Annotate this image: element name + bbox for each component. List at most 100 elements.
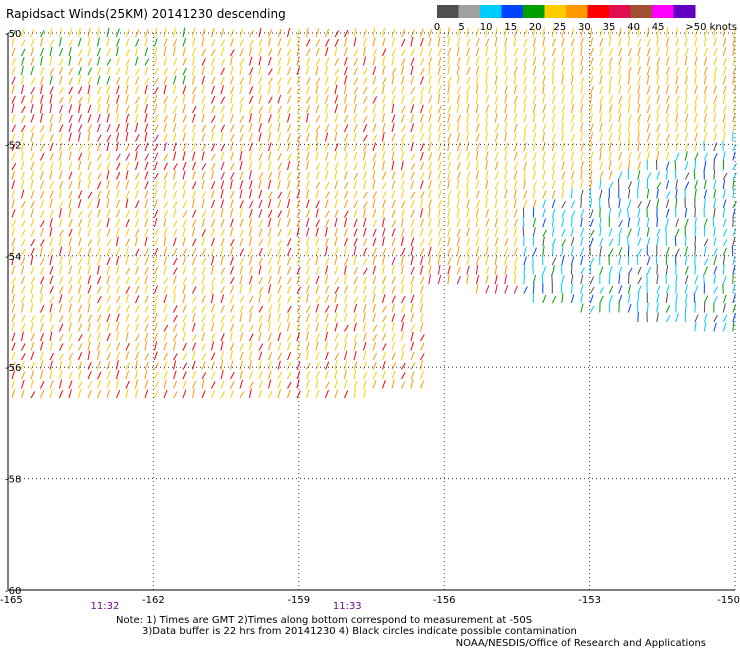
wind-barb — [694, 321, 697, 332]
wind-barb — [201, 179, 205, 190]
wind-barb — [154, 247, 159, 256]
wind-barb — [353, 151, 358, 161]
wind-barb — [363, 115, 368, 123]
wind-barb — [59, 379, 63, 389]
wind-barb — [382, 284, 386, 294]
wind-barb — [646, 114, 651, 123]
wind-barb — [211, 181, 216, 190]
wind-barb — [363, 29, 368, 38]
wind-barb — [665, 284, 670, 294]
wind-barb — [513, 208, 518, 218]
wind-barb — [287, 228, 292, 237]
wind-barb — [437, 161, 442, 171]
wind-barb — [220, 228, 225, 237]
wind-barb — [68, 198, 72, 209]
wind-barb — [296, 124, 301, 133]
wind-barb — [523, 114, 528, 123]
wind-barb — [401, 105, 406, 114]
wind-barb — [201, 218, 206, 228]
wind-barb — [211, 39, 216, 47]
wind-barb — [391, 237, 396, 247]
wind-barb — [523, 38, 528, 47]
wind-barb — [382, 160, 385, 171]
wind-barb — [580, 56, 584, 66]
wind-barb — [703, 93, 707, 104]
wind-barb — [49, 312, 53, 323]
wind-barb — [78, 294, 82, 304]
wind-barb — [353, 255, 357, 266]
wind-barb — [249, 247, 254, 256]
wind-barb — [40, 369, 44, 380]
wind-barb — [420, 276, 425, 285]
wind-barb — [646, 85, 651, 95]
wind-barb — [485, 46, 489, 57]
wind-barb — [494, 141, 498, 152]
wind-barb — [466, 161, 471, 171]
wind-barb — [599, 95, 604, 104]
wind-barb — [561, 161, 565, 171]
wind-barb — [192, 238, 197, 247]
wind-barb — [78, 160, 82, 171]
wind-barb — [401, 141, 404, 152]
wind-barb — [135, 113, 139, 123]
wind-barb — [456, 255, 461, 266]
wind-barb — [382, 352, 387, 361]
wind-barb — [475, 123, 480, 133]
wind-barb — [287, 66, 292, 76]
wind-barb — [732, 85, 737, 95]
wind-barb — [163, 246, 168, 256]
wind-barb — [211, 199, 215, 209]
wind-barb — [173, 275, 177, 285]
wind-barb — [59, 132, 63, 142]
wind-barb — [230, 142, 234, 152]
wind-barb — [315, 370, 320, 380]
wind-barb — [627, 284, 632, 294]
wind-barb — [447, 113, 451, 123]
wind-barb — [485, 160, 488, 171]
wind-barb — [97, 37, 100, 47]
wind-barb — [230, 360, 234, 370]
wind-barb — [211, 255, 215, 266]
wind-barb — [428, 141, 432, 152]
wind-barb — [344, 360, 348, 370]
wind-barb — [268, 247, 273, 256]
wind-barb — [201, 314, 206, 323]
wind-barb — [618, 161, 623, 171]
wind-barb — [125, 58, 131, 66]
wind-barb — [220, 161, 225, 171]
wind-barb — [504, 151, 508, 161]
wind-barb — [135, 96, 140, 104]
wind-barb — [125, 49, 131, 57]
wind-barb — [608, 132, 613, 142]
wind-barb — [59, 151, 62, 161]
wind-barb — [599, 237, 604, 247]
wind-barb — [694, 123, 699, 133]
wind-barb — [447, 161, 451, 171]
wind-barb — [401, 133, 406, 142]
wind-barb — [163, 162, 168, 171]
wind-barb — [363, 371, 368, 380]
wind-barb — [382, 37, 386, 47]
wind-barb — [656, 274, 659, 285]
wind-barb — [135, 122, 139, 133]
wind-barb — [220, 143, 226, 152]
wind-barb — [732, 74, 735, 85]
wind-barb — [391, 265, 395, 275]
wind-barb — [40, 67, 45, 76]
wind-barb — [135, 388, 139, 399]
wind-barb — [258, 351, 263, 361]
wind-barb — [703, 321, 707, 332]
wind-barb — [504, 170, 508, 180]
wind-barb — [135, 85, 139, 95]
wind-barb — [570, 227, 574, 237]
wind-barb — [732, 122, 736, 133]
wind-barb — [589, 276, 595, 285]
wind-barb — [428, 152, 433, 161]
wind-barb — [258, 152, 263, 161]
wind-barb — [277, 352, 282, 361]
wind-barb — [618, 141, 622, 152]
wind-barb — [230, 389, 234, 399]
wind-barb — [296, 275, 301, 285]
wind-barb — [49, 237, 54, 247]
wind-barb — [656, 142, 660, 152]
